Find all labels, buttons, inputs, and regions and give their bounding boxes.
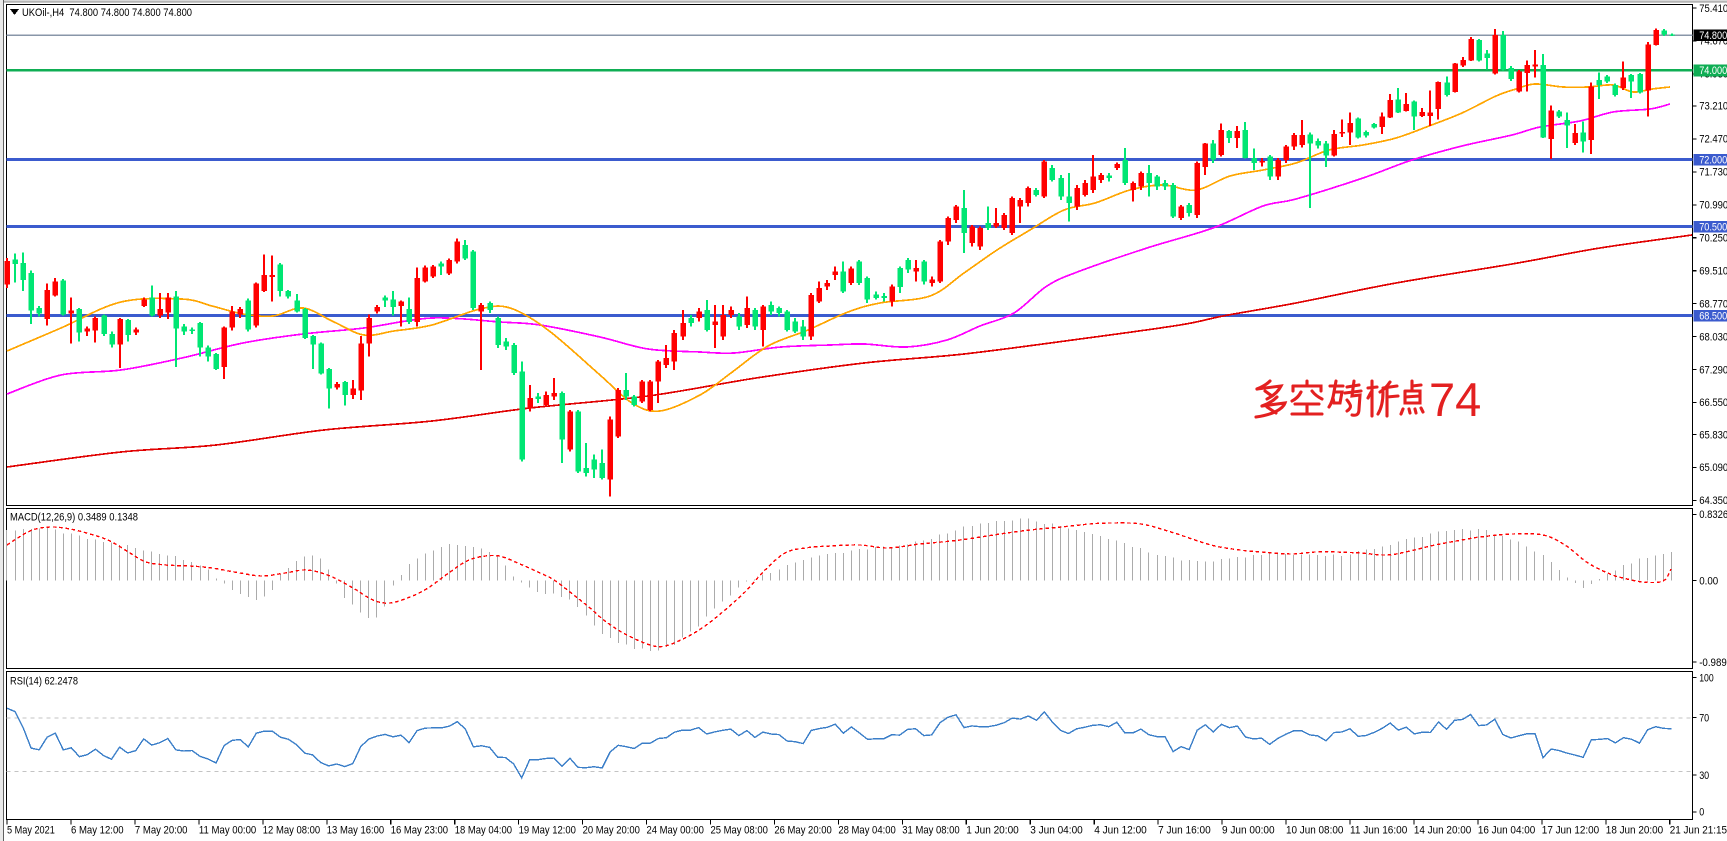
svg-text:72.470: 72.470 (1699, 134, 1727, 146)
svg-text:73.210: 73.210 (1699, 101, 1727, 113)
svg-text:72.000: 72.000 (1699, 154, 1727, 166)
svg-text:21 Jun 21:15: 21 Jun 21:15 (1670, 825, 1727, 837)
svg-text:-0.9897: -0.9897 (1699, 657, 1727, 669)
svg-text:UKOil-,H4 74.800 74.800 74.80: UKOil-,H4 74.800 74.800 74.800 74.800 (22, 7, 192, 19)
svg-text:74: 74 (1429, 373, 1481, 426)
svg-text:6 May 12:00: 6 May 12:00 (71, 825, 124, 837)
svg-text:71.730: 71.730 (1699, 167, 1727, 179)
svg-text:65.090: 65.090 (1699, 462, 1727, 474)
svg-text:14 Jun 20:00: 14 Jun 20:00 (1414, 825, 1471, 837)
svg-text:0.8326: 0.8326 (1699, 509, 1727, 521)
svg-text:26 May 20:00: 26 May 20:00 (774, 825, 831, 837)
svg-text:MACD(12,26,9) 0.3489 0.1348: MACD(12,26,9) 0.3489 0.1348 (10, 512, 138, 524)
svg-text:10 Jun 08:00: 10 Jun 08:00 (1286, 825, 1343, 837)
svg-text:70.500: 70.500 (1699, 221, 1727, 233)
svg-text:68.770: 68.770 (1699, 298, 1727, 310)
svg-text:12 May 08:00: 12 May 08:00 (263, 825, 320, 837)
svg-text:67.290: 67.290 (1699, 364, 1727, 376)
svg-text:16 Jun 04:00: 16 Jun 04:00 (1478, 825, 1535, 837)
svg-text:74.800: 74.800 (1699, 30, 1727, 42)
svg-text:25 May 08:00: 25 May 08:00 (711, 825, 768, 837)
svg-text:68.500: 68.500 (1699, 311, 1727, 323)
svg-text:18 May 04:00: 18 May 04:00 (455, 825, 512, 837)
svg-text:0.00: 0.00 (1699, 575, 1718, 587)
svg-text:1 Jun 20:00: 1 Jun 20:00 (966, 825, 1019, 837)
svg-text:7 Jun 16:00: 7 Jun 16:00 (1158, 825, 1211, 837)
svg-text:19 May 12:00: 19 May 12:00 (519, 825, 576, 837)
svg-text:3 Jun 04:00: 3 Jun 04:00 (1030, 825, 1083, 837)
svg-text:70.990: 70.990 (1699, 200, 1727, 212)
svg-text:28 May 04:00: 28 May 04:00 (838, 825, 895, 837)
svg-text:7 May 20:00: 7 May 20:00 (135, 825, 188, 837)
svg-text:75.410: 75.410 (1699, 3, 1727, 15)
svg-text:64.350: 64.350 (1699, 495, 1727, 507)
svg-text:4 Jun 12:00: 4 Jun 12:00 (1094, 825, 1147, 837)
svg-text:11 Jun 16:00: 11 Jun 16:00 (1350, 825, 1407, 837)
svg-text:5 May 2021: 5 May 2021 (7, 825, 55, 837)
svg-text:74.000: 74.000 (1699, 65, 1727, 77)
svg-text:13 May 16:00: 13 May 16:00 (327, 825, 384, 837)
svg-text:100: 100 (1699, 672, 1714, 684)
svg-text:0: 0 (1699, 807, 1704, 819)
svg-text:69.510: 69.510 (1699, 266, 1727, 278)
svg-text:70: 70 (1699, 712, 1709, 724)
svg-text:9 Jun 00:00: 9 Jun 00:00 (1222, 825, 1275, 837)
svg-text:68.030: 68.030 (1699, 331, 1727, 343)
svg-text:18 Jun 20:00: 18 Jun 20:00 (1606, 825, 1663, 837)
svg-text:30: 30 (1699, 770, 1709, 782)
svg-text:16 May 23:00: 16 May 23:00 (391, 825, 448, 837)
svg-text:17 Jun 12:00: 17 Jun 12:00 (1542, 825, 1599, 837)
svg-text:31 May 08:00: 31 May 08:00 (902, 825, 959, 837)
svg-text:RSI(14) 62.2478: RSI(14) 62.2478 (10, 676, 78, 688)
svg-text:11 May 00:00: 11 May 00:00 (199, 825, 256, 837)
svg-text:66.550: 66.550 (1699, 397, 1727, 409)
svg-text:65.830: 65.830 (1699, 429, 1727, 441)
svg-text:70.250: 70.250 (1699, 233, 1727, 245)
svg-text:24 May 00:00: 24 May 00:00 (647, 825, 704, 837)
svg-text:20 May 20:00: 20 May 20:00 (583, 825, 640, 837)
